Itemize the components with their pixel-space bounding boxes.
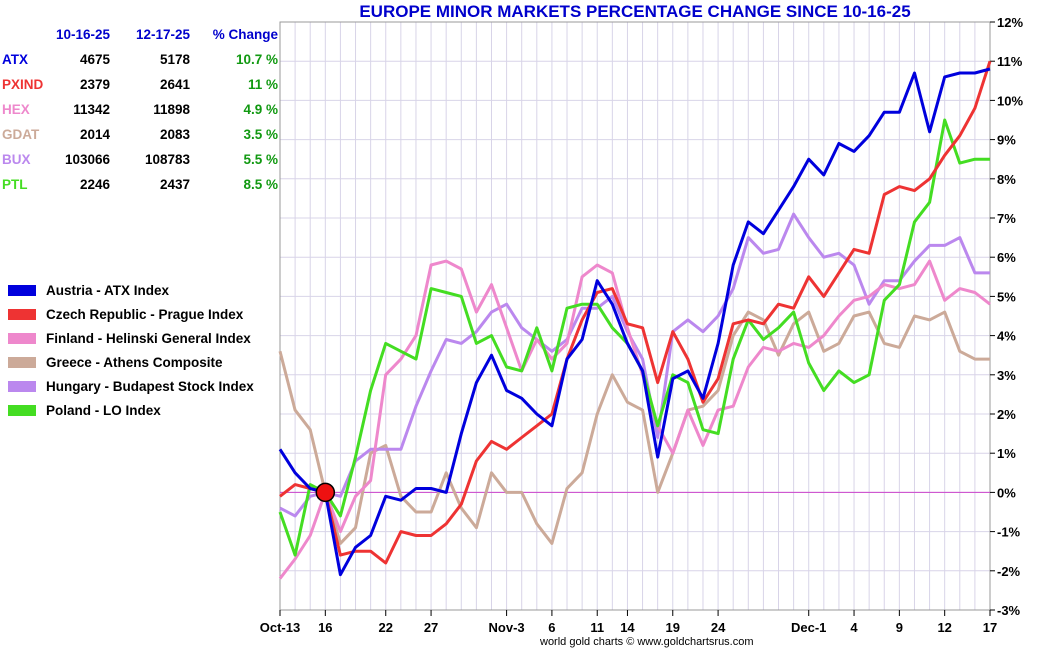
y-tick-label: 6% xyxy=(997,250,1016,265)
stats-code: GDAT xyxy=(2,127,40,142)
legend-swatch xyxy=(8,284,36,296)
y-tick-label: 9% xyxy=(997,133,1016,148)
stats-header-start: 10-16-25 xyxy=(55,27,110,42)
legend-swatch xyxy=(8,332,36,344)
y-tick-label: -3% xyxy=(997,603,1021,618)
x-tick-label: 9 xyxy=(896,620,903,635)
stats-change: 4.9 % xyxy=(243,102,278,117)
legend-label: Austria - ATX Index xyxy=(46,282,170,298)
stats-code: HEX xyxy=(2,102,30,117)
x-tick-label: Nov-3 xyxy=(489,620,525,635)
stats-start: 11342 xyxy=(73,102,110,117)
legend-swatch xyxy=(8,404,36,416)
y-tick-label: 1% xyxy=(997,446,1016,461)
stats-start: 4675 xyxy=(79,52,110,67)
y-tick-label: 2% xyxy=(997,407,1016,422)
legend-swatch xyxy=(8,356,36,368)
legend-item: Finland - Helinski General Index xyxy=(8,326,254,350)
legend-label: Hungary - Budapest Stock Index xyxy=(46,378,254,394)
legend-item: Czech Republic - Prague Index xyxy=(8,302,254,326)
y-tick-label: 5% xyxy=(997,289,1016,304)
legend-label: Finland - Helinski General Index xyxy=(46,330,251,346)
series-line xyxy=(278,259,991,580)
stats-end: 2641 xyxy=(159,77,190,92)
stats-row: HEX 11342 11898 4.9 % xyxy=(2,97,278,122)
stats-code: PXIND xyxy=(2,77,44,92)
stats-end: 2437 xyxy=(159,177,190,192)
legend-swatch xyxy=(8,308,36,320)
stats-change: 5.5 % xyxy=(243,152,278,167)
stats-row: GDAT 2014 2083 3.5 % xyxy=(2,122,278,147)
base-date-marker xyxy=(315,482,336,503)
x-tick-label: Dec-1 xyxy=(791,620,826,635)
chart-title: EUROPE MINOR MARKETS PERCENTAGE CHANGE S… xyxy=(359,2,911,21)
y-tick-label: 8% xyxy=(997,172,1016,187)
series-line xyxy=(279,60,992,565)
series-line xyxy=(278,67,991,577)
series-line xyxy=(278,118,990,557)
y-tick-label: 10% xyxy=(997,93,1023,108)
stats-end: 5178 xyxy=(159,52,190,67)
legend-label: Greece - Athens Composite xyxy=(46,354,223,370)
stats-start: 2246 xyxy=(79,177,110,192)
stats-start: 2014 xyxy=(79,127,110,142)
y-tick-label: 3% xyxy=(997,368,1016,383)
legend-label: Czech Republic - Prague Index xyxy=(46,306,244,322)
stats-change: 3.5 % xyxy=(243,127,278,142)
legend-swatch xyxy=(8,380,36,392)
stats-header-change: % Change xyxy=(212,27,278,42)
y-tick-label: 11% xyxy=(997,54,1023,69)
x-tick-label: 6 xyxy=(548,620,555,635)
legend-item: Hungary - Budapest Stock Index xyxy=(8,374,254,398)
stats-row: PTL 2246 2437 8.5 % xyxy=(2,172,278,197)
stats-row: BUX 103066 108783 5.5 % xyxy=(2,147,278,172)
x-tick-label: 27 xyxy=(424,620,438,635)
y-tick-label: -2% xyxy=(997,564,1021,579)
plot-frame xyxy=(279,21,991,611)
legend-item: Poland - LO Index xyxy=(8,398,254,422)
stats-change: 10.7 % xyxy=(235,52,278,67)
x-tick-label: 14 xyxy=(620,620,635,635)
stats-code: BUX xyxy=(2,152,31,167)
stats-end: 11898 xyxy=(153,102,190,117)
stats-end: 2083 xyxy=(159,127,190,142)
x-tick-label: 4 xyxy=(850,620,858,635)
y-tick-label: 0% xyxy=(997,485,1016,500)
stats-table: 10-16-25 12-17-25 % Change ATX 4675 5178… xyxy=(2,22,278,197)
chart-credit: world gold charts © www.goldchartsrus.co… xyxy=(540,636,754,648)
y-tick-label: 7% xyxy=(997,211,1016,226)
stats-end: 108783 xyxy=(144,152,190,167)
x-tick-label: 24 xyxy=(711,620,726,635)
series-line xyxy=(279,212,990,518)
x-tick-label: 22 xyxy=(379,620,393,635)
stats-start: 103066 xyxy=(64,152,110,167)
chart-legend: Austria - ATX Index Czech Republic - Pra… xyxy=(8,278,254,422)
y-tick-label: -1% xyxy=(997,525,1021,540)
x-tick-label: Oct-13 xyxy=(260,620,300,635)
stats-start: 2379 xyxy=(79,77,110,92)
x-tick-label: 11 xyxy=(590,620,604,635)
series-line xyxy=(278,310,990,545)
legend-item: Greece - Athens Composite xyxy=(8,350,254,374)
stats-code: ATX xyxy=(2,52,28,67)
stats-header-row: 10-16-25 12-17-25 % Change xyxy=(2,22,278,47)
stats-change: 11 % xyxy=(247,77,278,92)
legend-item: Austria - ATX Index xyxy=(8,278,254,302)
stats-change: 8.5 % xyxy=(243,177,278,192)
x-tick-label: 12 xyxy=(937,620,951,635)
legend-label: Poland - LO Index xyxy=(46,402,161,418)
y-tick-label: 4% xyxy=(997,329,1016,344)
stats-code: PTL xyxy=(2,177,28,192)
x-tick-label: 17 xyxy=(983,620,997,635)
x-tick-label: 16 xyxy=(318,620,332,635)
y-tick-label: 12% xyxy=(997,15,1023,30)
stats-header-end: 12-17-25 xyxy=(135,27,190,42)
stats-header-code xyxy=(2,22,48,47)
stats-row: PXIND 2379 2641 11 % xyxy=(2,72,278,97)
x-tick-label: 19 xyxy=(666,620,680,635)
stats-row: ATX 4675 5178 10.7 % xyxy=(2,47,278,72)
